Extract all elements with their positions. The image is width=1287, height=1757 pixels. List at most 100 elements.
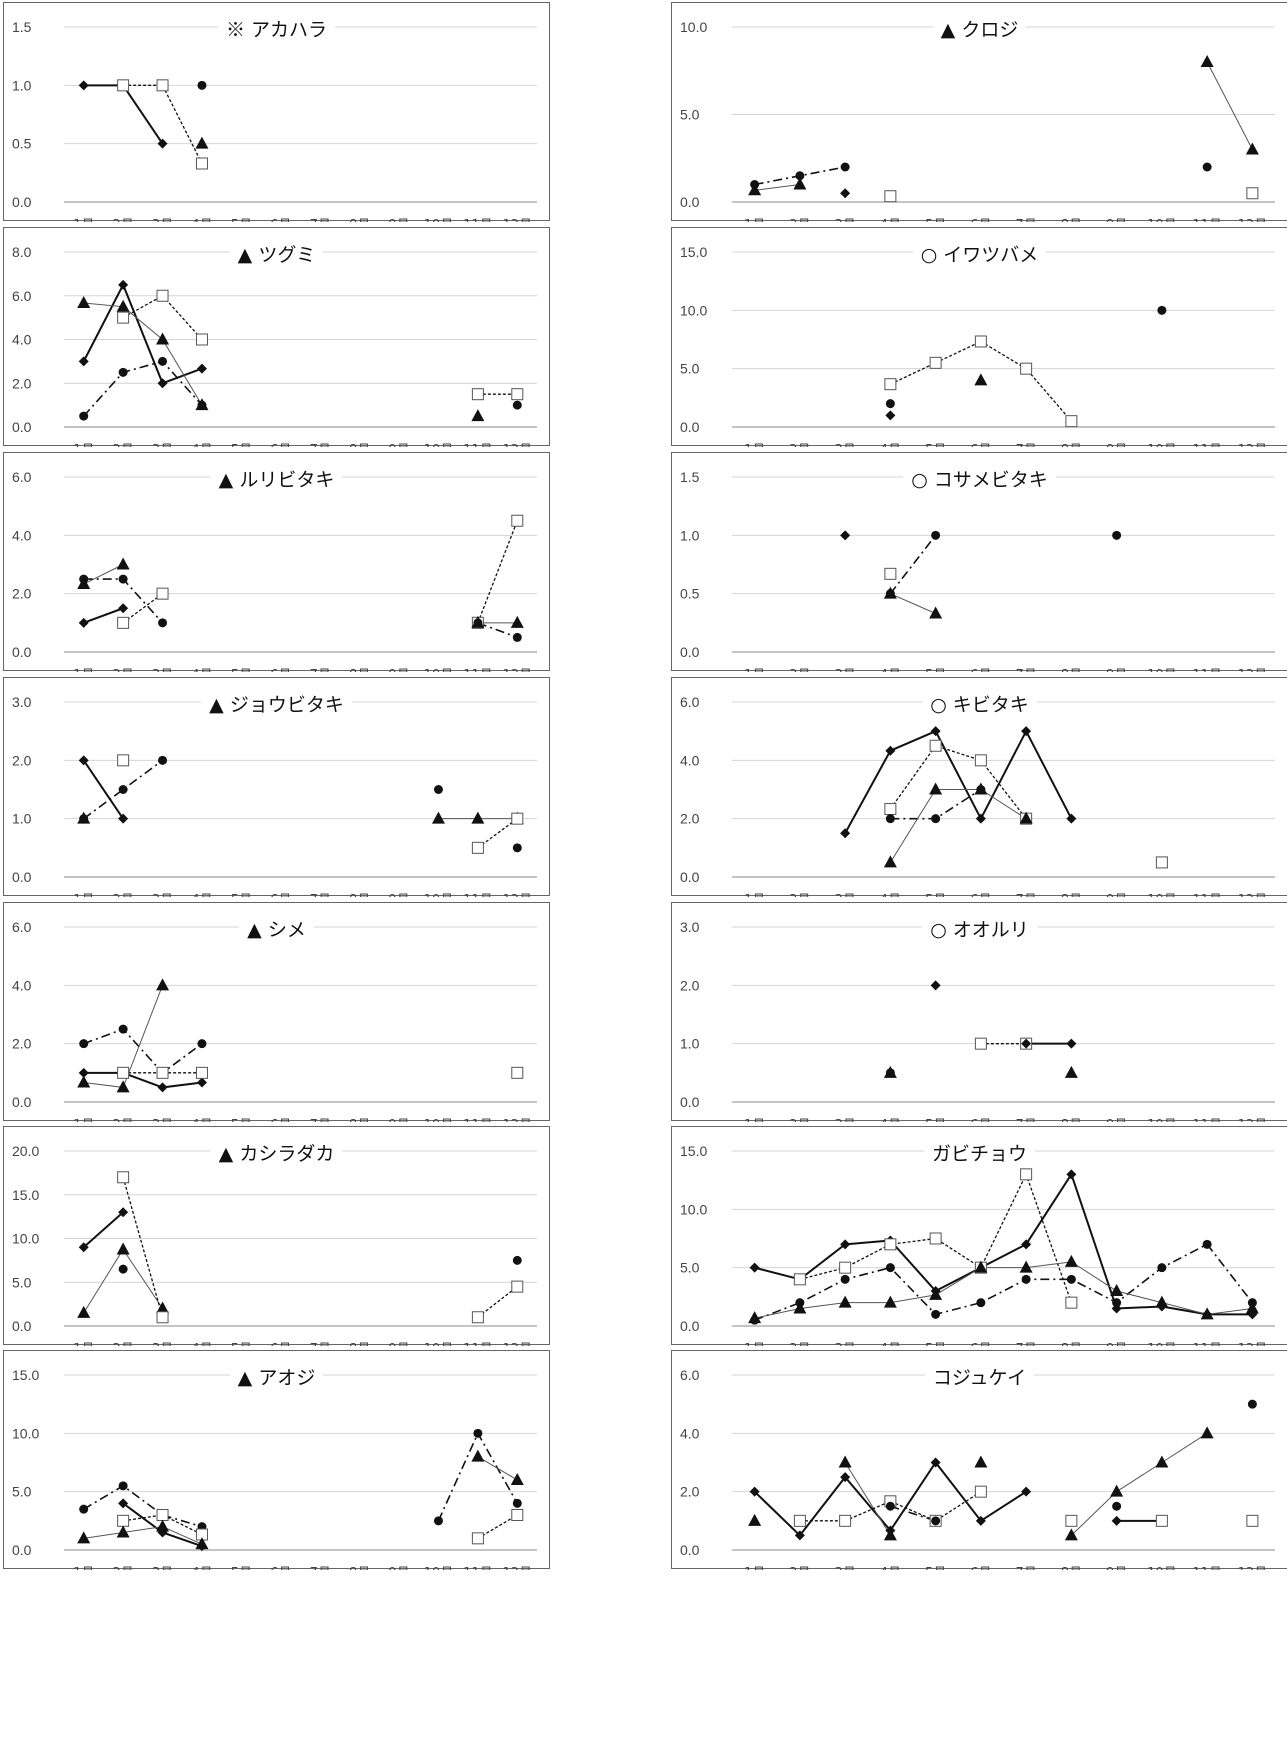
data-point-triangle — [883, 586, 897, 599]
x-tick-label: 10月 — [424, 1118, 454, 1122]
x-tick-label: 5月 — [231, 218, 252, 222]
data-point-circle — [79, 1039, 89, 1049]
data-point-triangle — [1245, 142, 1259, 155]
series-line — [437, 1431, 518, 1522]
chart-title-text: ▲ カシラダカ — [210, 1143, 343, 1165]
series-line — [754, 184, 800, 191]
series-line — [123, 84, 203, 164]
chart-panel: 0.0 0.5 1.0 1.5 1月 2月 3月 4月 5月 6月 7月 8月 9月 10月 11月 12月 ○… — [671, 452, 1287, 672]
data-point-square — [156, 1509, 169, 1521]
x-tick-label: 8月 — [1061, 218, 1082, 222]
data-point-square — [117, 79, 130, 92]
x-tick-label: 10月 — [424, 1342, 454, 1346]
chart-svg: 0.0 5.0 10.0 15.0 1月 2月 3月 4月 5月 6月 7月 8月 9月 10月 11月 12… — [680, 1143, 1275, 1346]
x-tick-label: 7月 — [1015, 893, 1036, 897]
data-point-triangle — [1155, 1295, 1169, 1308]
x-tick-label: 8月 — [1061, 893, 1082, 897]
data-point-diamond — [840, 530, 851, 541]
x-tick-label: 3月 — [834, 443, 855, 447]
x-tick-label: 8月 — [349, 443, 370, 447]
data-point-circle — [158, 618, 168, 628]
x-tick-label: 8月 — [349, 668, 370, 672]
data-point-square — [471, 1532, 484, 1545]
x-tick-label: 6月 — [270, 1342, 291, 1346]
series-line — [83, 759, 164, 820]
x-tick-label: 3月 — [834, 893, 855, 897]
chart-svg: 0.0 5.0 10.0 15.0 20.0 1月 2月 3月 4月 5月 6月 7月 8月 9月 10月 1… — [12, 1143, 537, 1346]
chart-title: ▲ ツグミ — [4, 240, 549, 267]
x-tick-label: 6月 — [270, 668, 291, 672]
x-tick-label: 9月 — [388, 1342, 409, 1346]
data-point-circle — [158, 755, 168, 765]
x-tick-label: 12月 — [1238, 1342, 1268, 1346]
series-line — [83, 1248, 163, 1314]
chart-title-text: ▲ ツグミ — [229, 244, 324, 266]
x-tick-label: 8月 — [349, 218, 370, 222]
y-tick-label: 0.0 — [12, 644, 32, 660]
data-point-circle — [158, 356, 168, 366]
x-tick-label: 3月 — [834, 1118, 855, 1122]
x-tick-label: 8月 — [1061, 1342, 1082, 1346]
series-line — [83, 1526, 203, 1545]
chart-title: ○ オオルリ — [672, 915, 1287, 942]
x-tick-label: 7月 — [1015, 1566, 1036, 1570]
data-point-circle — [1112, 1501, 1122, 1511]
series-line — [844, 728, 1073, 834]
y-tick-label: 6.0 — [12, 288, 32, 304]
data-point-diamond — [157, 138, 168, 149]
data-point-circle — [473, 618, 483, 628]
data-point-diamond — [1066, 813, 1077, 824]
x-tick-label: 10月 — [1147, 218, 1177, 222]
data-point-circle — [197, 400, 207, 410]
chart-svg: 0.0 5.0 10.0 15.0 1月 2月 3月 4月 5月 6月 7月 8月 9月 10月 11月 12… — [12, 1367, 537, 1570]
x-tick-label: 12月 — [503, 1566, 533, 1570]
x-tick-label: 3月 — [152, 443, 173, 447]
chart-svg: 0.0 1.0 2.0 3.0 1月 2月 3月 4月 5月 6月 7月 8月 9月 10月 11月 12月 — [680, 919, 1275, 1122]
chart-panel: 0.0 2.0 4.0 6.0 1月 2月 3月 4月 5月 6月 7月 8月 9月 10月 11月 12月 ○… — [671, 677, 1287, 897]
chart-panel: 0.0 1.0 2.0 3.0 1月 2月 3月 4月 5月 6月 7月 8月 9月 10月 11月 12月 ▲… — [3, 677, 550, 897]
chart-title-text: ▲ ジョウビタキ — [201, 694, 352, 716]
data-point-triangle — [510, 615, 524, 628]
y-tick-label: 2.0 — [680, 977, 700, 993]
chart-panel: 0.0 5.0 10.0 15.0 1月 2月 3月 4月 5月 6月 7月 8月 9月 10月 11月 12… — [3, 1350, 550, 1570]
x-tick-label: 12月 — [1238, 443, 1268, 447]
series-line — [83, 84, 164, 145]
data-point-triangle — [116, 1525, 130, 1538]
data-point-triangle — [748, 183, 762, 196]
data-point-triangle — [471, 811, 485, 824]
y-tick-label: 0.5 — [12, 136, 32, 152]
chart-panel: 0.0 5.0 10.0 15.0 1月 2月 3月 4月 5月 6月 7月 8月 9月 10月 11月 12… — [671, 1126, 1287, 1346]
y-tick-label: 15.0 — [12, 1367, 39, 1383]
data-point-triangle — [471, 1449, 485, 1462]
x-tick-label: 9月 — [388, 218, 409, 222]
chart-svg: 0.0 2.0 4.0 6.0 1月 2月 3月 4月 5月 6月 7月 8月 9月 10月 11月 12月 — [680, 1367, 1275, 1570]
chart-svg: 0.0 5.0 10.0 1月 2月 3月 4月 5月 6月 7月 8月 9月 10月 11月 12月 — [680, 19, 1275, 222]
x-tick-label: 4月 — [191, 893, 212, 897]
x-tick-label: 12月 — [1238, 1118, 1268, 1122]
data-point-square — [117, 311, 130, 324]
chart-panel: 0.0 0.5 1.0 1.5 1月 2月 3月 4月 5月 6月 7月 8月 9月 10月 11月 12月 ※… — [3, 2, 550, 222]
x-tick-label: 10月 — [1147, 443, 1177, 447]
x-tick-label: 2月 — [112, 443, 133, 447]
chart-panel: 0.0 1.0 2.0 3.0 1月 2月 3月 4月 5月 6月 7月 8月 9月 10月 11月 12月 ○… — [671, 902, 1287, 1122]
x-tick-label: 4月 — [880, 668, 901, 672]
data-point-triangle — [1064, 1254, 1078, 1267]
data-point-square — [1020, 1168, 1033, 1181]
data-point-triangle — [116, 1080, 130, 1093]
x-tick-label: 12月 — [503, 1342, 533, 1346]
x-tick-label: 2月 — [112, 668, 133, 672]
data-point-square — [117, 1066, 130, 1079]
chart-title-text: ※ アカハラ — [217, 19, 336, 41]
data-point-square — [839, 1514, 852, 1527]
chart-svg: 0.0 0.5 1.0 1.5 1月 2月 3月 4月 5月 6月 7月 8月 9月 10月 11月 12月 — [12, 19, 537, 222]
y-tick-label: 0.0 — [680, 869, 700, 885]
y-tick-label: 2.0 — [12, 375, 32, 391]
x-tick-label: 1月 — [73, 443, 94, 447]
data-point-triangle — [1155, 1455, 1169, 1468]
data-point-diamond — [1021, 1239, 1032, 1250]
x-tick-label: 11月 — [463, 218, 493, 222]
x-tick-label: 10月 — [424, 668, 454, 672]
data-point-circle — [840, 162, 850, 172]
chart-title: ○ キビタキ — [672, 690, 1287, 717]
data-point-diamond — [840, 188, 851, 199]
